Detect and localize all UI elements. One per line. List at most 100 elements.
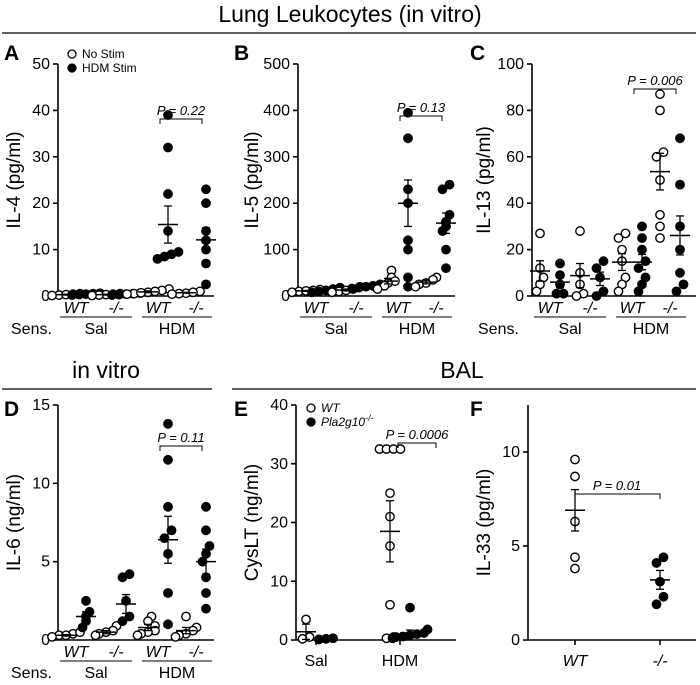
panel-a-p-value: P = 0.22 [157, 103, 206, 118]
panel-d-sens-label: Sens. [11, 665, 52, 682]
panel-a-group-hdm: HDM [159, 321, 195, 338]
header-lung-leukocytes: Lung Leukocytes (in vitro) [218, 1, 481, 27]
panel-d-point-wt-sal-no-stim [47, 631, 57, 642]
panel-d-point-hdm-hdm-stim [201, 603, 211, 614]
panel-b-point-sal-hdm-stim [347, 283, 357, 294]
panel-c: C 0 20 40 60 80 100 IL-13 (pg/ml) P = 0.006 WT -/-… [470, 42, 696, 338]
panel-b-y-tick-label: 100 [263, 242, 290, 259]
panel-a-point-wt-hdm-hdm-stim [152, 253, 163, 264]
panel-c-y-tick-label: 60 [506, 149, 524, 166]
panel-a-point-wt-sal-no-stim [47, 290, 57, 301]
panel-c-y-tick-label: 20 [506, 242, 524, 259]
panel-a-letter: A [4, 42, 19, 65]
panel-e-legend-marker-open [306, 403, 316, 413]
panel-d-point-wt-hdm-hdm-stim [166, 525, 177, 536]
panel-d-point-hdm-hdm-stim [201, 525, 211, 536]
panel-d-genotype-ko: -/- [188, 644, 203, 661]
panel-a-y-tick-label: 40 [32, 102, 50, 119]
panel-b-y-tick-label: 500 [263, 56, 290, 73]
panel-e-y-tick-label: 30 [270, 456, 288, 473]
panel-c-point-hdm-hdm-stim [671, 286, 682, 297]
panel-a-point-wt-hdm-hdm-stim [163, 142, 173, 153]
panel-c-point-wt-hdm-hdm-stim [637, 221, 647, 232]
panel-a-y-tick-label: 20 [32, 195, 50, 212]
panel-c-genotype-wt: WT [538, 300, 564, 317]
panel-a-y-label: IL-4 (pg/ml) [4, 131, 25, 228]
panel-b-y-tick-label: 200 [263, 195, 290, 212]
panel-f-point- [658, 591, 669, 602]
panel-a-sens-label: Sens. [11, 321, 52, 338]
panel-e-point-hdm-pla2g10 [387, 633, 398, 644]
panel-d-point-wt-hdm-hdm-stim [163, 588, 173, 598]
panel-c-point-hdm-no-stim [655, 233, 665, 243]
panel-a-legend-marker-filled [67, 63, 77, 73]
panel-f-point-wt [570, 454, 580, 465]
panel-b-genotype-ko: -/- [348, 300, 363, 317]
panel-d-genotype-wt: WT [64, 644, 90, 661]
panel-e-point-hdm-wt [385, 488, 395, 499]
panel-d-point-sal-hdm-stim [117, 572, 128, 583]
panel-e-legend-label-pla2g10: Pla2g10-/- [321, 413, 374, 429]
panel-c-point-wt-hdm-no-stim [620, 228, 631, 239]
panel-c-y-tick-label: 40 [506, 195, 524, 212]
panel-d-point-wt-hdm-hdm-stim [163, 454, 173, 465]
panel-a-point-wt-hdm-no-stim [136, 287, 146, 298]
panel-a-point-sal-hdm-stim [107, 290, 117, 300]
panel-c-letter: C [470, 42, 485, 65]
panel-b-p-bracket [399, 115, 443, 121]
panel-a-point-wt-hdm-hdm-stim [163, 189, 173, 199]
panel-b-point-wt-hdm-hdm-stim [403, 235, 413, 246]
panel-a-legend-label-no-stim: No Stim [82, 47, 125, 61]
panel-b-point-wt-sal-no-stim [287, 287, 297, 298]
panel-d-point-sal-hdm-stim [117, 616, 128, 627]
panel-a-y-tick-label: 10 [32, 242, 50, 259]
panel-d-point-hdm-no-stim [170, 631, 181, 642]
panel-d-y-tick-label: 0 [41, 632, 50, 649]
panel-a-legend-label-hdm-stim: HDM Stim [82, 61, 137, 75]
panel-d-point-wt-sal-hdm-stim [77, 622, 88, 633]
panel-a-genotype-ko: -/- [188, 300, 203, 317]
panel-b-y-tick-label: 0 [281, 288, 290, 305]
panel-c-genotype-ko: -/- [582, 300, 597, 317]
panel-d-point-wt-hdm-no-stim [132, 630, 143, 641]
panel-c-point-sal-hdm-stim [598, 256, 609, 267]
panel-d-point-sal-hdm-stim [124, 611, 135, 622]
panel-c-point-hdm-hdm-stim [678, 279, 689, 290]
panel-d-point-hdm-hdm-stim [201, 501, 211, 512]
panel-f-point- [651, 558, 662, 568]
panel-d-p-bracket [159, 445, 203, 451]
panel-c-point-wt-hdm-hdm-stim [637, 244, 647, 255]
panel-f-y-label: IL-33 (pg/ml) [474, 469, 495, 577]
panel-c-point-hdm-no-stim [651, 151, 662, 162]
panel-c-y-tick-label: 80 [506, 102, 524, 119]
panel-c-point-sal-hdm-stim [598, 286, 609, 297]
panel-f-p-bracket [574, 493, 661, 499]
panel-e-y-tick-label: 40 [270, 397, 288, 414]
panel-a-point-wt-hdm-hdm-stim [173, 247, 184, 257]
panel-d-genotype-wt: WT [146, 644, 172, 661]
panel-d-group-hdm: HDM [159, 665, 195, 682]
panel-e-group-sal: Sal [304, 653, 327, 670]
panel-a-p-bracket [159, 118, 203, 124]
panel-b-genotype-wt: WT [304, 300, 330, 317]
panel-c-point-hdm-hdm-stim [675, 133, 685, 144]
panel-b-point-hdm-hdm-stim [441, 244, 451, 255]
panel-a-point-hdm-hdm-stim [201, 198, 211, 209]
panel-e-y-tick-label: 20 [270, 515, 288, 532]
panel-e-point-hdm-pla2g10 [405, 602, 415, 613]
panel-b-point-wt-sal-hdm-stim [307, 287, 317, 298]
panel-e-y-tick-label: 10 [270, 573, 288, 590]
panel-b-point-hdm-hdm-stim [437, 184, 448, 195]
panel-f-point- [658, 552, 669, 563]
panel-b-point-hdm-hdm-stim [444, 179, 455, 190]
panel-c-point-hdm-no-stim [658, 147, 669, 158]
panel-c-point-hdm-hdm-stim [675, 267, 685, 278]
panel-e-legend-superscript: -/- [365, 413, 374, 423]
panel-c-y-label: IL-13 (pg/ml) [474, 126, 495, 234]
panel-c-point-wt-hdm-hdm-stim [640, 256, 651, 267]
panel-b-genotype-wt: WT [386, 300, 412, 317]
panel-d-point-wt-hdm-hdm-stim [163, 619, 173, 630]
